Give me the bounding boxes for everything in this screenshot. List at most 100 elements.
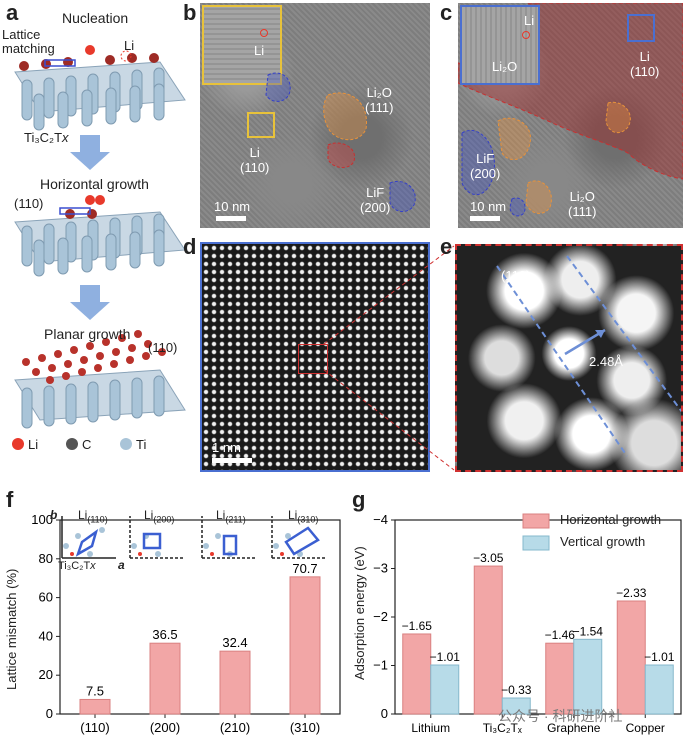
f-bar (149, 642, 181, 715)
li-label-a: Li (124, 38, 135, 53)
g-bar (644, 664, 674, 715)
g-bar-value: −1.54 (573, 624, 604, 638)
panel-f-insets: b a Ti₃C₂Tx Li(110) Li(200) Li(211) Li(3… (50, 506, 326, 578)
panel-g-letter: g (352, 487, 366, 512)
inset-li-211: Li(211) (216, 508, 246, 525)
panel-e-zoom-image: (110) 2.48Å (455, 244, 683, 472)
panel-c-inset-li2o: Li₂O (492, 59, 518, 74)
panel-d-hrtem-image: 1 nm (200, 242, 430, 472)
legend-li-label: Li (28, 437, 39, 452)
f-ytick-label: 60 (39, 590, 53, 605)
horizontal-growth-label: Horizontal growth (40, 176, 149, 192)
f-xtick-label: (210) (220, 720, 250, 735)
f-bar (79, 698, 111, 715)
legend-c-icon (66, 438, 78, 450)
panel-c-scale-label: 10 nm (470, 199, 507, 214)
panel-a-schematic (12, 45, 186, 450)
legend-horizontal-label: Horizontal growth (560, 512, 662, 527)
f-xtick-label: (110) (80, 720, 109, 735)
inset-li-200: Li(200) (144, 508, 175, 525)
panel-d-zoom-box (298, 344, 328, 374)
g-bar-value: −1.46 (545, 628, 576, 642)
panel-c-li-label: Li (110) (630, 49, 660, 79)
f-ytick-label: 80 (39, 551, 53, 566)
panel-c-inset-li: Li (524, 13, 535, 28)
f-bar (289, 576, 321, 715)
g-ytick-label: −2 (373, 609, 388, 624)
panel-c-tem-image: Li Li₂O Li (110) LiF (200) Li₂O (111) 10 nm (458, 3, 683, 228)
g-xtick-label: Copper (626, 721, 665, 735)
legend-ti-icon (120, 438, 132, 450)
g-ytick-label: −3 (373, 561, 388, 576)
panel-b-overlays (247, 72, 416, 212)
plane-110-label: (110) (14, 196, 44, 211)
legend-horizontal-swatch (522, 513, 550, 529)
lattice-matching-label: Lattice matching (2, 27, 55, 56)
panel-b-li2o-label: Li₂O (111) (365, 85, 394, 115)
inset-a-axis: a (118, 558, 125, 572)
g-ytick-label: −1 (373, 658, 388, 673)
f-bar-value: 36.5 (152, 627, 177, 642)
legend-ti-label: Ti (136, 437, 147, 452)
legend-vertical-swatch (522, 535, 550, 551)
f-bar-value: 70.7 (292, 561, 317, 576)
panel-a-letter: a (6, 0, 19, 25)
panel-c-overlays (458, 3, 683, 217)
panel-g-ylabel: Adsorption energy (eV) (352, 546, 367, 680)
panel-e-letter: e (440, 234, 453, 259)
g-bar (501, 697, 531, 715)
panel-b-letter: b (183, 0, 197, 25)
mxene-layer-1 (14, 45, 186, 131)
g-ytick-label: −4 (373, 512, 388, 527)
panel-f-letter: f (6, 487, 14, 512)
panel-g-chart: 0 −1 −2 −3 −4 −1.65 −1.01 Lithium −3.05 −0.33 Ti₃… (373, 512, 682, 735)
g-bar (573, 638, 603, 715)
watermark: 公众号 · 科研进阶社 (498, 708, 623, 724)
inset-li-310: Li(310) (288, 508, 319, 525)
mxene-layer-2 (14, 195, 186, 277)
diffraction-spot-icon (260, 29, 268, 37)
panel-g-legend (522, 513, 550, 551)
g-bar-value: −2.33 (616, 586, 647, 600)
panel-d-scale-bar (212, 458, 252, 463)
panel-e-spacing-label: 2.48Å (589, 354, 623, 369)
g-xtick-label: Graphene (547, 721, 601, 735)
inset-ti3c2tx-label: Ti₃C₂Tx (58, 560, 96, 572)
panel-e-overlays (496, 255, 681, 457)
g-ytick-label: 0 (381, 706, 388, 721)
g-xtick-label: Lithium (411, 721, 450, 735)
g-bar-value: −3.05 (473, 551, 504, 565)
panel-c-li2o-label: Li₂O (111) (568, 189, 597, 219)
planar-growth-label: Planar growth (44, 326, 131, 342)
panel-b-scale-bar (216, 216, 246, 221)
panel-e-plane-label: (110) (501, 268, 531, 283)
ti3c2tx-label: Ti₃C₂Tx (24, 130, 69, 145)
g-bar-value: −1.65 (402, 619, 433, 633)
panel-c-lif-label: LiF (200) (470, 151, 501, 181)
f-xtick-label: (200) (150, 720, 180, 735)
f-xtick-label: (310) (290, 720, 320, 735)
panel-d-scale-label: 1 nm (212, 440, 241, 455)
f-ytick-label: 100 (31, 512, 53, 527)
panel-b-li-label: Li (110) (240, 145, 270, 175)
panel-c-letter: c (440, 0, 453, 25)
g-bar (473, 565, 503, 715)
f-bar-value: 32.4 (222, 635, 247, 650)
g-xtick-label: Ti₃C₂Tₓ (483, 721, 522, 735)
panel-f-inset-drawings (61, 516, 326, 559)
plane-110b-label: (110) (148, 340, 178, 355)
g-bar-value: −1.01 (430, 650, 461, 664)
panel-d-letter: d (183, 234, 197, 259)
diffraction-spot-icon-c (522, 31, 530, 39)
panel-c-inset: Li Li₂O (460, 5, 540, 85)
panel-b-inset-li: Li (254, 43, 265, 58)
legend-li-icon (12, 438, 24, 450)
g-bar-value: −1.01 (644, 650, 675, 664)
inset-li-110: Li(110) (78, 508, 108, 525)
panel-f-frame (59, 519, 341, 715)
g-bar-value: −0.33 (501, 683, 532, 697)
f-ytick-label: 40 (39, 628, 53, 643)
g-bar (402, 633, 432, 715)
panel-f-ylabel: Lattice mismatch (%) (4, 568, 19, 690)
inset-b-axis: b (50, 508, 58, 522)
